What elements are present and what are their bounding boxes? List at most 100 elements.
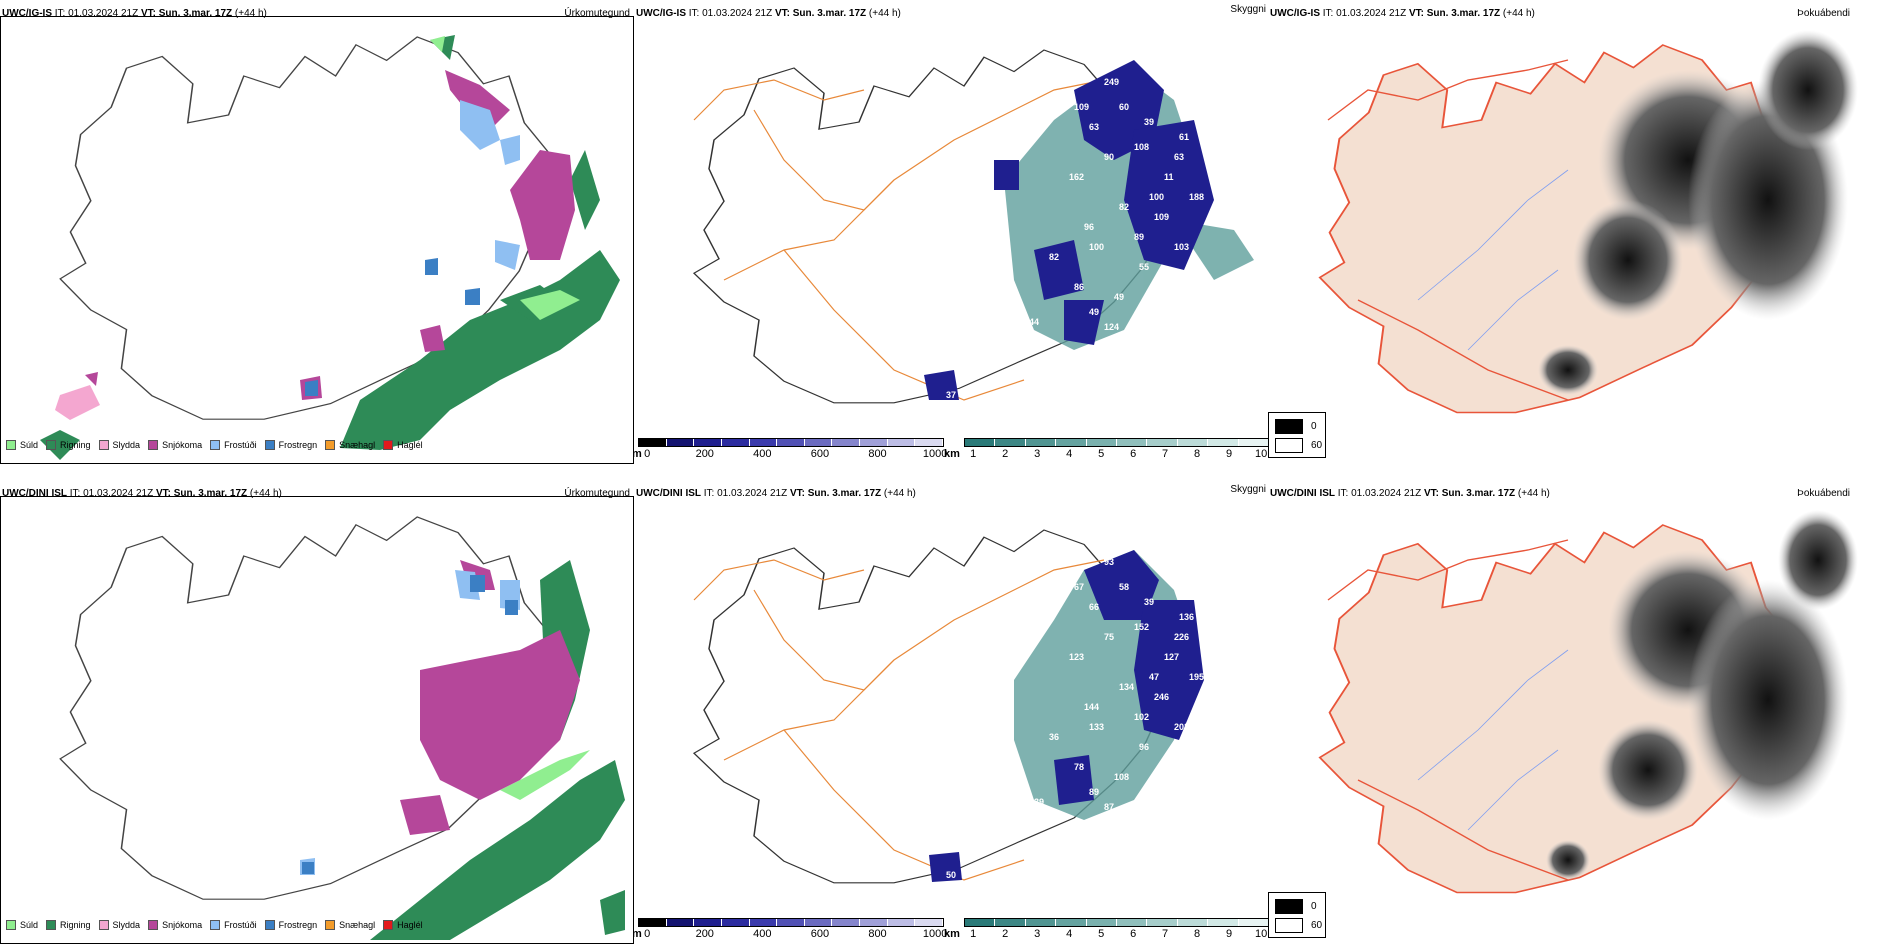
roads [693,559,1105,881]
colorbar-tick: 200 [695,448,714,460]
colorbar-tick: 5 [1098,928,1105,940]
legend-swatch [210,440,221,450]
visibility-value-label: 60 [1119,102,1129,112]
visibility-panel-row1: UWC/IG-IS IT: 01.03.2024 21Z VT: Sun. 3.… [634,0,1268,470]
map-frame [0,16,634,464]
precip-panel-row1: UWC/IG-IS IT: 01.03.2024 21Z VT: Sun. 3.… [0,0,640,470]
visibility-map: 249 109 60 63 39 61 108 63 90 11 162 100 188 82 109 96 8… [634,0,1268,440]
ceiling-colorbar [638,438,944,447]
visibility-value-label: 144 [1084,702,1099,712]
legend-swatch [98,920,109,930]
colorbar-tick: 0 [644,928,651,940]
legend-item: Haglél [383,440,423,450]
visibility-value-label: 82 [1049,252,1059,262]
panel-title: Þokuábendi [1797,488,1850,499]
visibility-value-label: 249 [1104,77,1119,87]
panel-title: Skyggni [1230,484,1266,495]
colorbar-cell [777,439,805,446]
colorbar-cell [1147,919,1178,926]
panel-title: Úrkomutegund [564,488,630,499]
colorbar-tick: 1 [970,928,977,940]
rivers [1417,169,1569,351]
precip-legend: Súld Rigning Slydda Snjókoma Frostúði Fr… [6,920,423,930]
colorbar-tick: 7 [1162,448,1169,460]
colorbar-cell [1056,439,1087,446]
visibility-value-label: 96 [1084,222,1094,232]
legend-item: Súld [6,920,38,930]
legend-swatch [264,440,275,450]
fog-panel-row2: UWC/DINI ISL IT: 01.03.2024 21Z VT: Sun.… [1268,480,1900,950]
legend-item: Frostregn [264,920,317,930]
colorbar-tick: 600 [810,928,830,940]
visibility-colorbar [964,438,1268,447]
colorbar-cell [666,919,695,926]
colorbar-cell [1177,919,1209,926]
colorbar-tick: 6 [1130,928,1137,940]
colorbar-cell [965,919,996,926]
legend-item: Slydda [98,920,140,930]
colorbar-cell [694,919,722,926]
colorbar-cell [1238,919,1268,926]
colorbar-tick: 600 [810,448,830,460]
colorbar-tick: 3 [1034,448,1041,460]
visibility-value-label: 103 [1174,242,1189,252]
colorbar-cell [1117,439,1148,446]
colorbar-tick: 10 [1254,448,1268,460]
visibility-labels: 93 67 58 66 39 136 152 226 75 127 123 47 195 134 246 14… [946,557,1204,880]
colorbar-tick: 3 [1034,928,1041,940]
visibility-value-label: 50 [946,870,956,880]
fog-legend-swatch [1275,899,1303,914]
colorbar-cell [995,439,1026,446]
visibility-value-label: 93 [1104,557,1114,567]
legend-swatch [383,920,394,930]
fog-legend-swatch [1275,419,1303,434]
visibility-value-label: 139 [1029,797,1044,807]
visibility-value-label: 108 [1114,772,1129,782]
colorbar-cell [1147,439,1178,446]
colorbar-cell [1208,439,1239,446]
colorbar-cell [1056,919,1087,926]
colorbar-tick: 800 [868,448,887,460]
fog-panel-row1: UWC/IG-IS IT: 01.03.2024 21Z VT: Sun. 3.… [1268,0,1900,470]
legend-swatch [148,440,159,450]
visibility-value-label: 127 [1164,652,1179,662]
fog-area [1538,30,1858,395]
visibility-labels: 249 109 60 63 39 61 108 63 90 11 162 100 188 82 109 96 8… [946,77,1204,400]
legend-swatch [325,920,336,930]
panel-header: UWC/DINI ISL IT: 01.03.2024 21Z VT: Sun.… [636,488,916,499]
sleet-area [55,385,100,420]
visibility-value-label: 89 [1134,232,1144,242]
legend-swatch [210,920,221,930]
visibility-value-label: 87 [1104,802,1114,812]
coastal-lines [1327,59,1569,401]
colorbar-tick: 8 [1194,448,1201,460]
legend-item: Frostúði [210,920,257,930]
precip-map [0,480,634,944]
colorbar-cell [721,439,750,446]
colorbar-cell [1117,919,1148,926]
visibility-map: 93 67 58 66 39 136 152 226 75 127 123 47 195 134 246 14… [634,480,1268,920]
visibility-value-label: 90 [1104,152,1114,162]
visibility-value-label: 134 [1119,682,1134,692]
visibility-value-label: 39 [1144,117,1154,127]
drizzle-area [430,36,580,320]
colorbar-cell [832,919,861,926]
legend-item: Súld [6,440,38,450]
coastal-lines [1327,539,1569,881]
colorbar-cell [860,439,888,446]
colorbar-tick: 400 [753,448,772,460]
colorbar-cell [749,439,778,446]
map-frame [0,496,634,944]
legend-swatch [46,440,57,450]
visibility-value-label: 80 [1019,817,1029,827]
colorbar-cell [1025,439,1057,446]
visibility-value-label: 188 [1189,192,1204,202]
colorbar-tick: 5 [1098,448,1105,460]
legend-swatch [6,920,16,930]
colorbar-cell [1086,919,1118,926]
colorbar-cell [1238,439,1268,446]
panel-header: UWC/IG-IS IT: 01.03.2024 21Z VT: Sun. 3.… [1270,8,1535,19]
legend-item: Slydda [98,440,140,450]
colorbar-tick: 2 [1002,928,1009,940]
panel-title: Þokuábendi [1797,8,1850,19]
